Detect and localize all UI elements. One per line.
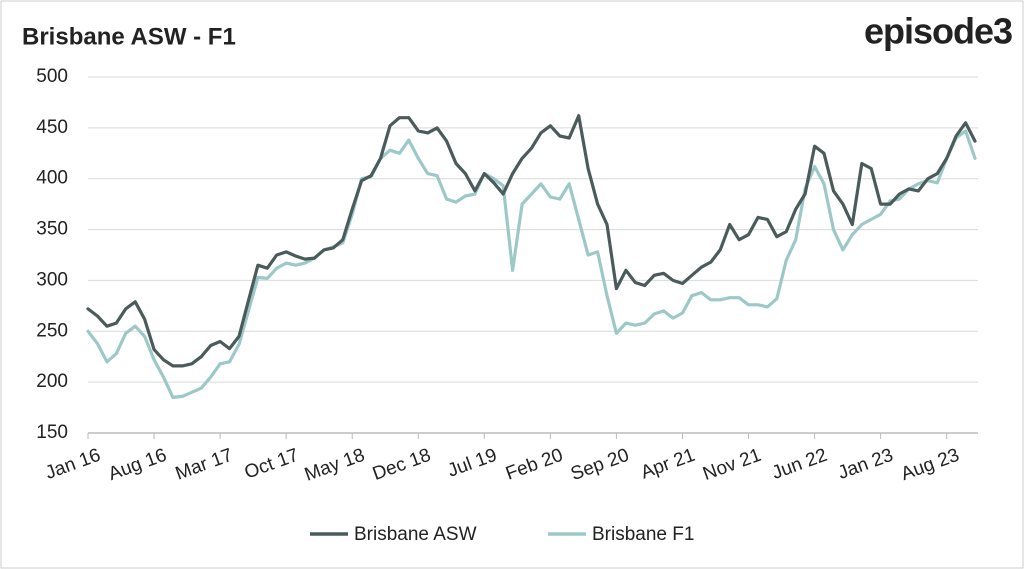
legend-label: Brisbane ASW: [354, 524, 477, 545]
y-tick-label: 150: [36, 422, 68, 443]
legend-label: Brisbane F1: [592, 524, 694, 545]
chart-title: Brisbane ASW - F1: [22, 23, 236, 50]
y-tick-label: 200: [36, 371, 68, 392]
series-line: [86, 114, 977, 368]
y-tick-label: 500: [36, 66, 68, 87]
y-tick-label: 350: [36, 219, 68, 240]
y-tick-label: 250: [36, 320, 68, 341]
y-tick-label: 300: [36, 269, 68, 290]
y-tick-label: 400: [36, 168, 68, 189]
y-tick-label: 450: [36, 117, 68, 138]
series-line: [86, 129, 977, 399]
brand-logo: episode3: [864, 11, 1012, 52]
